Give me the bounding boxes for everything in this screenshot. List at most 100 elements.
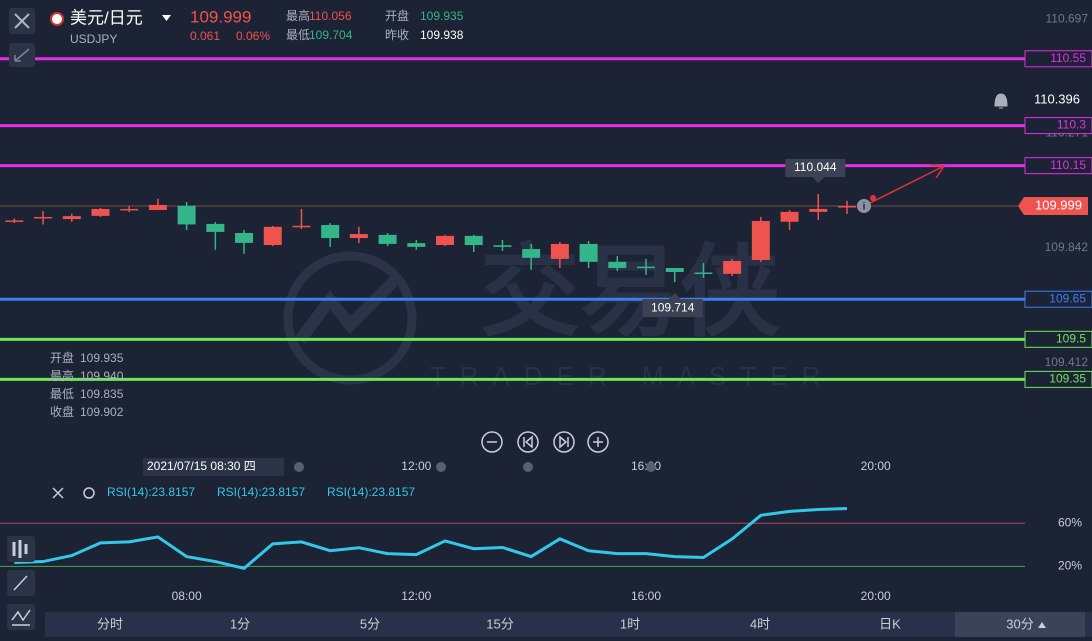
tab[interactable]: 15分 [486,616,513,631]
info-value: 109.835 [80,387,124,401]
tab[interactable]: 4时 [750,616,770,631]
open-label: 开盘 [385,8,409,23]
info-icon[interactable] [857,199,871,213]
high-marker [785,158,846,183]
candle-body [493,245,512,247]
candle-body [5,220,24,222]
line-label: 109.35 [1049,372,1086,386]
candle-body [235,232,254,243]
sidebar [7,536,35,630]
zoom-in-button[interactable] [587,431,609,453]
flag-icon [50,12,64,26]
info-label: 开盘 [50,350,74,365]
line-label: 109.5 [1056,331,1086,345]
candle-body [464,235,483,245]
bell-icon[interactable] [994,93,1008,109]
rsi-close[interactable] [52,487,64,499]
y-tick-label: 20% [1058,559,1082,573]
info-value: 109.935 [80,351,124,365]
candle-body [579,243,598,262]
y-tick-label: 110.697 [1046,12,1089,26]
info-value: 109.940 [80,369,124,383]
prev-button[interactable] [517,431,539,453]
candle-body [148,204,167,210]
high-marker-label: 110.044 [794,160,837,174]
zoom-out-button[interactable] [481,431,503,453]
candle-body [837,205,856,208]
prev-label: 昨收 [385,28,409,42]
info-label: 最高 [50,368,74,383]
x-tick-label: 20:00 [861,589,891,603]
close-icon [14,13,30,29]
info-value: 109.902 [80,405,124,419]
candle-body [292,225,311,228]
y-tick-label: 109.842 [1045,240,1089,254]
x-tick-label: 20:00 [861,459,891,473]
line-label-box [1024,370,1092,388]
low: 109.704 [309,28,353,42]
candle-body [91,208,110,216]
tab-arrow [1038,622,1046,628]
pair-name[interactable]: 美元/日元 [70,8,143,27]
y-tick-label: 109.412 [1045,355,1089,369]
candle-body [177,205,196,225]
x-tick-label: 08:00 [172,589,202,603]
line-label-box [1024,157,1092,175]
high: 110.056 [309,9,352,23]
x-tick-label: 12:00 [401,459,431,473]
candle-body [809,208,828,212]
candle-body [349,234,368,239]
tab[interactable]: 30分 [1006,616,1033,631]
tab[interactable]: 5分 [360,616,380,631]
prev: 109.938 [420,28,464,42]
candle-body [665,267,684,272]
line-label: 110.15 [1050,158,1086,172]
candle-body [608,261,627,268]
x-tick-label: 12:00 [401,589,431,603]
info-icon: i [863,202,866,213]
arrow-handle[interactable] [870,195,876,201]
last-price-tag [1018,196,1088,215]
candle-body [550,243,569,259]
low-label: 最低 [286,28,310,42]
legend-entry: RSI(14):23.8157 [217,485,305,499]
time-dot [646,462,656,472]
next-button[interactable] [553,431,575,453]
tab[interactable]: 1分 [230,616,250,631]
candle-body [120,208,139,211]
crosshair-box [143,458,284,476]
candle-body [522,249,541,258]
low-marker [642,293,703,318]
tab-bar [45,612,1092,637]
open: 109.935 [420,9,464,23]
price: 109.999 [190,7,251,26]
line-label: 110.55 [1050,51,1086,65]
alert-label: 110.396 [1034,91,1080,106]
zoom-controls [481,431,609,453]
rsi-settings[interactable] [83,487,95,499]
tab[interactable]: 日K [879,616,901,631]
time-dot [523,462,533,472]
tab[interactable]: 1时 [620,616,640,631]
low-marker-label: 109.714 [651,300,695,314]
alert-box [1018,89,1088,110]
legend-entry: RSI(14):23.8157 [107,485,195,499]
candle-body [780,211,799,222]
line-label: 110.3 [1057,118,1086,132]
line-label-box [1024,290,1092,308]
watermark-logo [295,275,400,344]
time-dot [436,462,446,472]
line-label: 109.65 [1049,291,1086,305]
high-label: 最高 [286,8,310,23]
x-tick-label: 16:00 [631,589,661,603]
candle-body [378,234,397,244]
change: 0.061 [190,29,220,43]
candle-body [34,216,53,219]
time-dot [294,462,304,472]
drawn-arrow[interactable] [867,164,946,205]
tab[interactable]: 分时 [97,616,123,631]
dropdown-icon[interactable] [162,15,171,21]
watermark-subtext: TRADER MASTER [430,361,834,391]
